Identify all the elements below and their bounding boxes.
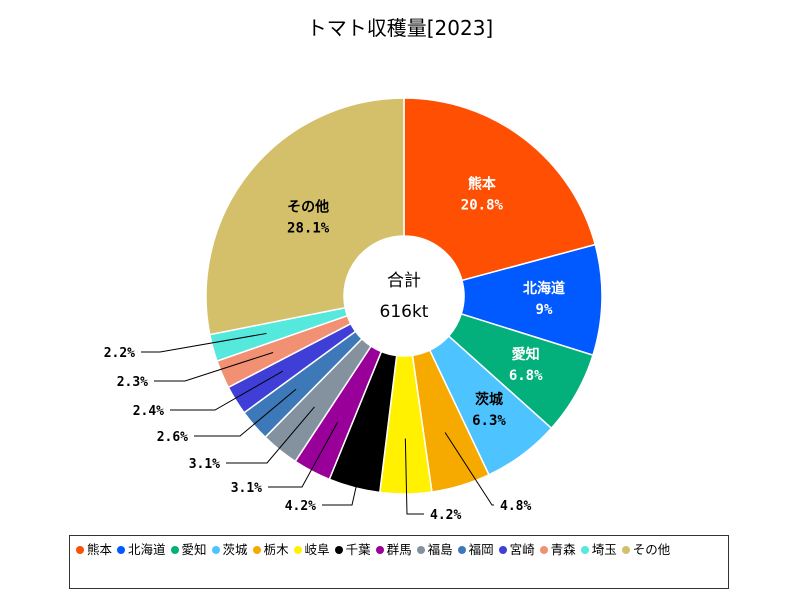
legend-label: 岐阜 [304, 542, 330, 557]
leader-line [404, 438, 424, 515]
legend-swatch [539, 546, 548, 554]
center-label: 合計 [387, 271, 421, 291]
legend-label: 北海道 [128, 542, 166, 557]
slice-name-label: 熊本 [468, 175, 497, 192]
legend-swatch [621, 546, 630, 554]
legend-swatch [580, 546, 589, 554]
legend-item: 熊本 [76, 539, 112, 561]
legend-label: 青森 [550, 542, 576, 557]
slice-percent-label: 28.1% [287, 220, 330, 236]
slice-name-label: 茨城 [475, 391, 503, 408]
leader-line [322, 433, 369, 506]
legend-label: 群馬 [386, 542, 412, 557]
legend-item: 岐阜 [293, 539, 330, 561]
legend-label: 福岡 [468, 542, 494, 557]
legend-swatch [375, 546, 384, 554]
legend-swatch [334, 546, 343, 554]
leader-line [194, 388, 297, 437]
leader-line [170, 370, 284, 411]
legend-swatch [76, 546, 84, 554]
legend-label: 千葉 [345, 542, 371, 557]
legend-swatch [498, 546, 507, 554]
slice-name-label: 愛知 [512, 346, 540, 363]
legend-item: 北海道 [117, 539, 166, 561]
slice-percent-label: 3.1% [189, 457, 220, 472]
legend-item: 福岡 [457, 539, 494, 561]
chart-title: トマト収穫量[2023] [306, 16, 494, 40]
leader-line [154, 351, 274, 382]
slice-percent-label: 2.2% [104, 346, 135, 361]
legend-item: 福島 [416, 539, 453, 561]
legend-item: その他 [621, 539, 671, 561]
legend-label: 熊本 [87, 542, 113, 557]
pie-slice-0 [403, 97, 597, 282]
slice-percent-label: 2.3% [117, 375, 148, 390]
legend-item: 宮崎 [498, 539, 535, 561]
legend-item: 愛知 [170, 539, 207, 561]
legend-swatch [211, 546, 220, 554]
pie-slice-13 [205, 97, 405, 336]
slice-percent-label: 2.6% [157, 430, 188, 445]
legend-swatch [416, 546, 425, 554]
slice-percent-label: 6.3% [472, 413, 506, 429]
slice-percent-label: 4.8% [500, 499, 531, 514]
slice-percent-label: 2.4% [133, 404, 164, 419]
legend-item: 栃木 [252, 539, 289, 561]
legend-swatch [457, 546, 466, 554]
center-total: 616kt [380, 302, 429, 322]
legend-swatch [117, 546, 126, 554]
legend-label: 茨城 [222, 542, 248, 557]
slice-percent-label: 9% [536, 302, 553, 318]
donut-center [346, 238, 462, 354]
slice-percent-label: 20.8% [461, 197, 504, 213]
slice-name-label: 北海道 [523, 280, 565, 297]
legend-label: 埼玉 [591, 542, 617, 557]
legend-item: 茨城 [211, 539, 248, 561]
legend-item: 青森 [539, 539, 576, 561]
leader-line [141, 332, 267, 353]
legend-item: 群馬 [375, 539, 412, 561]
legend-item: 千葉 [334, 539, 371, 561]
slice-percent-label: 4.2% [285, 499, 316, 514]
legend-label: 宮崎 [509, 542, 535, 557]
legend-swatch [293, 546, 302, 554]
legend-label: 愛知 [181, 542, 207, 557]
legend-swatch [252, 546, 261, 554]
pie-chart: 熊本 20.8% 北海道 9% 愛知 6.8% 茨城 6.3% 4.8% 4.2% 4.2% 3.1%… [104, 97, 603, 523]
leader-line [268, 421, 339, 488]
legend-swatch [170, 546, 179, 554]
slice-percent-label: 6.8% [509, 368, 543, 384]
legend-label: 栃木 [263, 542, 289, 557]
legend-label: その他 [632, 542, 671, 557]
slice-percent-label: 3.1% [231, 481, 262, 496]
chart-legend: 熊本 北海道 愛知 茨城 栃木 岐阜 千葉 群馬 福島 福岡 宮崎 青森 埼玉 その他 [69, 535, 729, 589]
leader-line [226, 406, 315, 464]
legend-item: 埼玉 [580, 539, 617, 561]
slice-name-label: その他 [287, 198, 329, 215]
slice-percent-label: 4.2% [430, 508, 461, 523]
leader-line [444, 432, 494, 506]
legend-label: 福島 [427, 542, 453, 557]
